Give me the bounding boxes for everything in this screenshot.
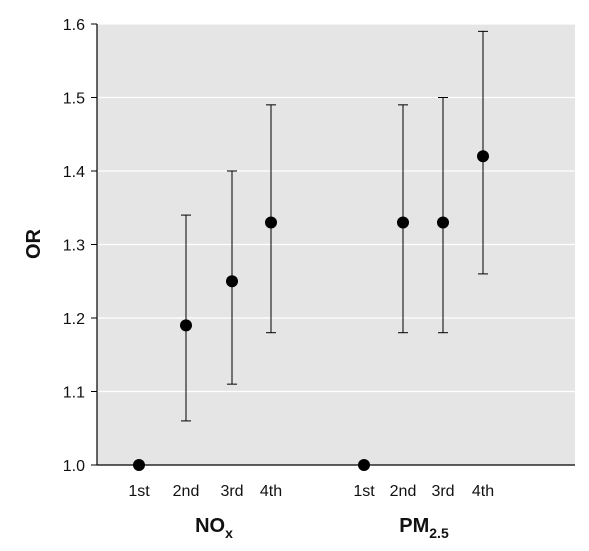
x-axis-ticks: 1st 2nd 3rd 4th 1st 2nd 3rd 4th <box>128 483 494 500</box>
data-point <box>226 275 238 288</box>
data-marks <box>133 30 489 471</box>
x-tick-label: 3rd <box>220 483 243 500</box>
data-point <box>180 319 192 332</box>
y-tick-label: 1.5 <box>63 91 85 108</box>
data-point <box>358 459 370 471</box>
x-tick-label: 4th <box>260 483 282 500</box>
data-point <box>437 216 449 229</box>
x-tick-label: 1st <box>128 483 150 500</box>
y-axis-ticks: 1.0 1.1 1.2 1.3 1.4 1.5 1.6 <box>63 17 97 475</box>
y-tick-label: 1.0 <box>63 458 85 475</box>
data-point <box>265 216 277 229</box>
y-tick-label: 1.6 <box>63 17 85 34</box>
grid-lines <box>97 23 575 393</box>
x-tick-label: 3rd <box>431 483 454 500</box>
group-label: NOx <box>195 515 233 541</box>
data-point <box>133 459 145 471</box>
x-tick-label: 4th <box>472 483 494 500</box>
x-tick-label: 1st <box>353 483 375 500</box>
y-tick-label: 1.1 <box>63 385 85 402</box>
data-point <box>397 216 409 229</box>
y-tick-label: 1.3 <box>63 238 85 255</box>
x-tick-label: 2nd <box>173 483 200 500</box>
y-tick-label: 1.2 <box>63 311 85 328</box>
group-labels: NOx PM2.5 <box>195 515 449 541</box>
y-tick-label: 1.4 <box>63 164 85 181</box>
group-label: PM2.5 <box>399 515 449 541</box>
data-point <box>477 150 489 163</box>
y-axis-label: OR <box>23 228 45 259</box>
x-tick-label: 2nd <box>390 483 417 500</box>
